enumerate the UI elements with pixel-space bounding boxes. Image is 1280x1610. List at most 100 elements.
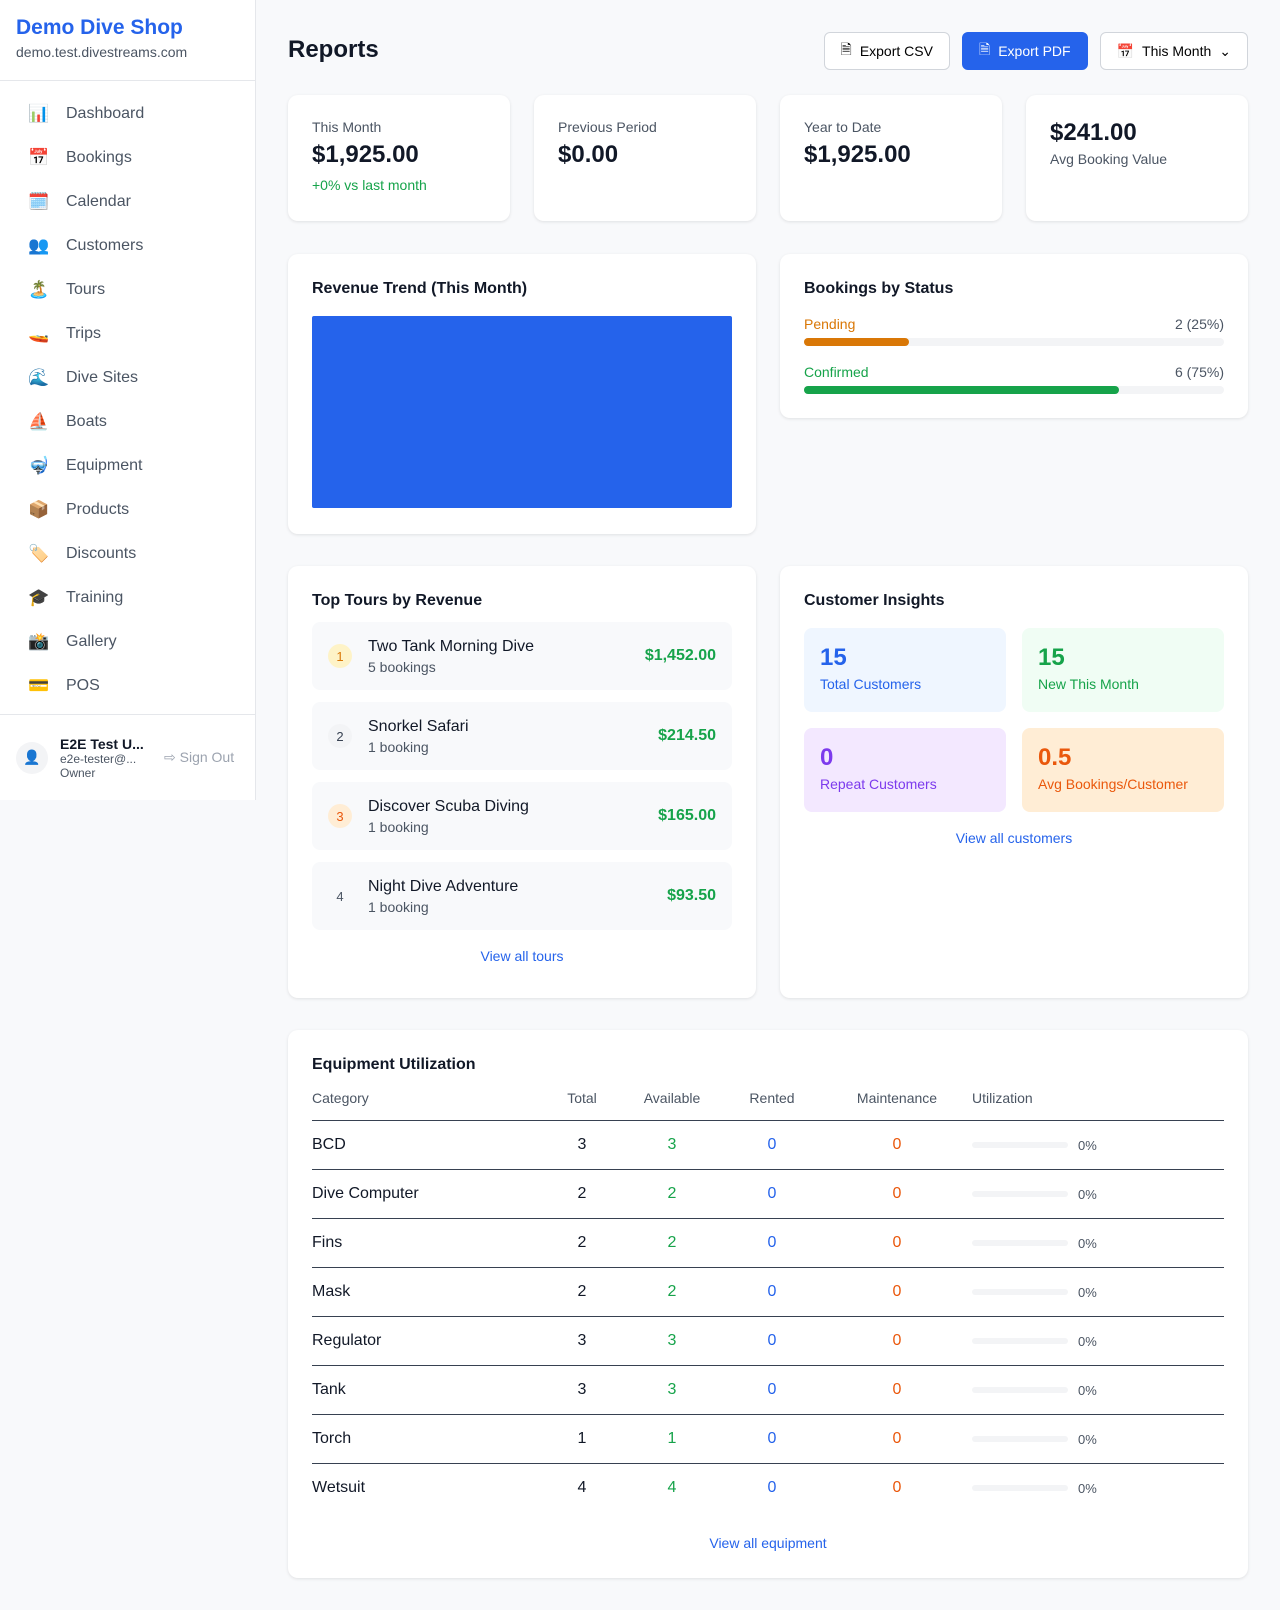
utilization-cell: 0% (972, 1414, 1224, 1464)
sidebar-item-trips[interactable]: 🚤 Trips (0, 312, 255, 356)
insight-tile-repeat-customers: 0 Repeat Customers (804, 728, 1006, 812)
maintenance-cell: 0 (822, 1316, 972, 1366)
card-title: Revenue Trend (This Month) (312, 280, 528, 297)
insight-tile-new-this-month: 15 New This Month (1022, 628, 1224, 712)
utilization-cell: 0% (972, 1218, 1224, 1268)
view-all-tours-link[interactable]: View all tours (480, 948, 564, 964)
maintenance-cell: 0 (892, 1479, 902, 1497)
tour-info: Discover Scuba Diving 1 booking (368, 798, 529, 835)
total-cell: 3 (542, 1316, 622, 1366)
utilization-bar (972, 1240, 1068, 1246)
insight-label: New This Month (1038, 676, 1139, 692)
calendar-icon: 📅 (1116, 42, 1135, 59)
utilization-cell: 0% (972, 1316, 1224, 1366)
category-cell: Tank (312, 1365, 542, 1415)
available-cell: 2 (622, 1267, 722, 1317)
status-row-pending: Pending 2 (25%) (804, 316, 1224, 346)
stat-label: Previous Period (558, 119, 657, 135)
sidebar-item-bookings[interactable]: 📅 Bookings (0, 136, 255, 180)
stat-label: Year to Date (804, 119, 882, 135)
sidebar-item-gallery[interactable]: 📸 Gallery (0, 620, 255, 664)
rented-cell: 0 (722, 1120, 822, 1170)
sidebar-item-dashboard[interactable]: 📊 Dashboard (0, 92, 255, 136)
utilization-meter: 0% (972, 1236, 1224, 1251)
category-cell: Dive Computer (312, 1169, 542, 1219)
stat-avg-booking: $241.00 Avg Booking Value (1026, 95, 1248, 221)
sidebar-item-tours[interactable]: 🏝️ Tours (0, 268, 255, 312)
utilization-bar (972, 1289, 1068, 1295)
sidebar-item-pos[interactable]: 💳 POS (0, 664, 255, 708)
tour-bookings: 5 bookings (368, 658, 436, 675)
shop-name[interactable]: Demo Dive Shop (16, 16, 183, 39)
export-pdf-button[interactable]: 🗎 Export PDF (961, 32, 1088, 70)
tour-item[interactable]: 3 Discover Scuba Diving 1 booking $165.00 (312, 782, 732, 850)
sidebar-item-equipment[interactable]: 🤿 Equipment (0, 444, 255, 488)
period-select[interactable]: 📅 This Month ⌄ (1099, 32, 1248, 70)
file-icon: 🗎 (840, 41, 852, 57)
view-all-equipment-link[interactable]: View all equipment (709, 1534, 827, 1551)
sidebar-item-customers[interactable]: 👥 Customers (0, 224, 255, 268)
status-head: Confirmed 6 (75%) (804, 364, 1224, 380)
utilization-cell: 0% (972, 1169, 1224, 1219)
total-cell: 2 (542, 1267, 622, 1317)
utilization-cell: 0% (972, 1120, 1224, 1170)
utilization-cell: 0% (972, 1365, 1224, 1415)
user-name: E2E Test U... (60, 735, 144, 752)
bookings-status-card: Bookings by Status Pending 2 (25%) Confirm… (780, 254, 1248, 418)
sidebar-item-discounts[interactable]: 🏷️ Discounts (0, 532, 255, 576)
tour-info: Two Tank Morning Dive 5 bookings (368, 638, 534, 675)
sidebar-item-label: Gallery (66, 633, 117, 650)
available-cell: 3 (622, 1365, 722, 1415)
tour-item[interactable]: 2 Snorkel Safari 1 booking $214.50 (312, 702, 732, 770)
user-avatar-icon: 👤 (16, 741, 48, 774)
rented-cell: 0 (767, 1479, 777, 1497)
maintenance-cell: 0 (822, 1169, 972, 1219)
tour-name: Night Dive Adventure (368, 877, 519, 895)
sidebar-item-label: Trips (66, 325, 101, 342)
products-icon: 📦 (28, 500, 50, 519)
utilization-meter: 0% (972, 1187, 1224, 1202)
sidebar-item-products[interactable]: 📦 Products (0, 488, 255, 532)
sidebar-nav: 📊 Dashboard 📅 Bookings 🗓️ Calendar 👥 Customers 🏝… (0, 81, 255, 708)
sidebar-item-boats[interactable]: ⛵ Boats (0, 400, 255, 444)
tour-rank-badge: 1 (328, 644, 352, 668)
sign-out-button[interactable]: ⇨ Sign Out (164, 749, 234, 766)
maintenance-cell: 0 (822, 1267, 972, 1317)
tour-item[interactable]: 4 Night Dive Adventure 1 booking $93.50 (312, 862, 732, 930)
utilization-bar (972, 1485, 1068, 1492)
stat-label: This Month (312, 119, 382, 135)
tour-rank-badge: 3 (328, 804, 352, 828)
stat-previous-period: Previous Period $0.00 (534, 95, 756, 221)
tour-name: Snorkel Safari (368, 717, 469, 735)
calendar-icon: 🗓️ (28, 192, 50, 211)
sidebar: Demo Dive Shop demo.test.divestreams.com… (0, 0, 256, 800)
rented-cell: 0 (722, 1316, 822, 1366)
sidebar-item-label: Boats (66, 413, 107, 430)
top-tours-card: Top Tours by Revenue 1 Two Tank Morning D… (288, 566, 756, 998)
tour-bookings: 1 booking (368, 738, 429, 755)
period-label: This Month (1142, 43, 1212, 59)
sidebar-item-dive-sites[interactable]: 🌊 Dive Sites (0, 356, 255, 400)
card-title: Bookings by Status (804, 280, 954, 297)
column-header-maintenance: Maintenance (822, 1090, 972, 1121)
status-progress-bar (804, 338, 1224, 346)
tour-item[interactable]: 1 Two Tank Morning Dive 5 bookings $1,452.0… (312, 622, 732, 690)
stat-change: +0% vs last month (312, 177, 427, 193)
sidebar-item-calendar[interactable]: 🗓️ Calendar (0, 180, 255, 224)
export-csv-button[interactable]: 🗎 Export CSV (823, 32, 950, 70)
view-all-customers-link[interactable]: View all customers (955, 830, 1073, 846)
stat-year-to-date: Year to Date $1,925.00 (780, 95, 1002, 221)
pos-icon: 💳 (28, 676, 50, 695)
chevron-down-icon: ⌄ (1219, 42, 1231, 59)
sidebar-item-training[interactable]: 🎓 Training (0, 576, 255, 620)
insight-value: 15 (1038, 644, 1065, 671)
total-cell: 2 (542, 1169, 622, 1219)
category-cell: BCD (312, 1120, 542, 1170)
available-cell: 1 (622, 1414, 722, 1464)
category-cell: Regulator (312, 1316, 542, 1366)
tour-bookings: 1 booking (368, 818, 429, 835)
table-row: Regulator 3 3 0 0 0% (312, 1316, 1224, 1366)
column-header-utilization: Utilization (972, 1090, 1224, 1121)
dive-sites-icon: 🌊 (28, 368, 50, 387)
maintenance-cell: 0 (822, 1120, 972, 1170)
